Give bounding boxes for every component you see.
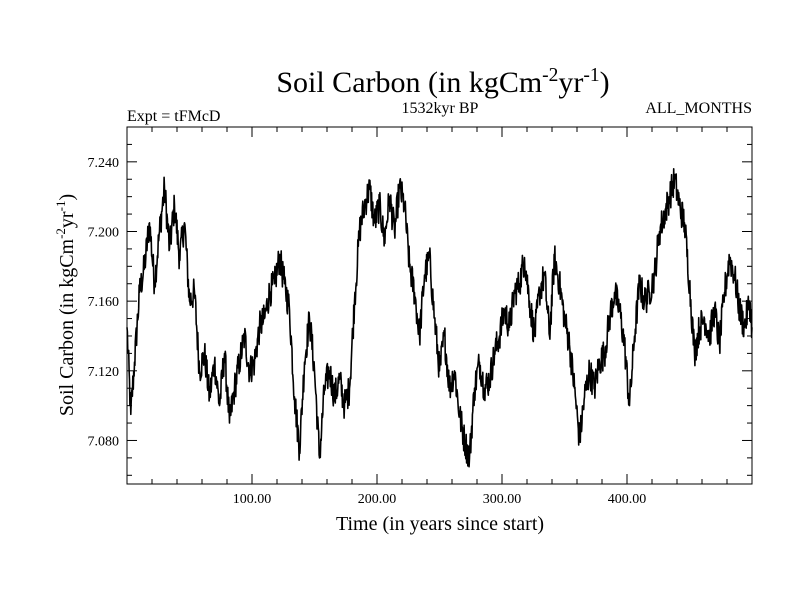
period-label: 1532kyr BP (402, 100, 479, 117)
y-axis-label-close: ) (56, 194, 78, 201)
chart-title-sup-1: -2 (542, 65, 558, 86)
y-tick-label: 7.120 (88, 365, 120, 380)
ticks-layer: 100.00 200.00 300.00 400.00 7.080 7.120 7.160 7… (88, 126, 752, 507)
chart-title-main: Soil Carbon (in kgCm (276, 66, 542, 99)
chart-title-sup-2: -1 (583, 65, 599, 86)
y-axis-label: Soil Carbon (in kgCm-2yr-1) (53, 194, 78, 416)
experiment-label: Expt = tFMcD (127, 108, 220, 125)
x-tick-label: 100.00 (233, 492, 272, 507)
plot-frame (126, 126, 753, 485)
x-tick-label: 200.00 (358, 492, 397, 507)
y-tick-label: 7.200 (88, 225, 120, 240)
y-tick-label: 7.160 (88, 295, 120, 310)
y-axis-label-main: Soil Carbon (in kgCm (56, 238, 78, 416)
series-line (126, 168, 753, 468)
chart-title-unit: yr (558, 66, 583, 99)
chart-title: Soil Carbon (in kgCm-2yr-1) (276, 65, 609, 99)
plot-area: 100.00 200.00 300.00 400.00 7.080 7.120 7.160 7… (88, 126, 753, 507)
chart-title-close: ) (600, 66, 610, 99)
x-axis-label: Time (in years since start) (336, 513, 544, 535)
y-tick-label: 7.080 (88, 434, 120, 449)
months-label: ALL_MONTHS (645, 100, 752, 117)
x-tick-label: 300.00 (483, 492, 522, 507)
x-tick-label: 400.00 (608, 492, 647, 507)
y-axis-label-unit: yr (56, 211, 78, 228)
y-axis-label-sup-2: -1 (53, 201, 68, 212)
y-axis-label-sup-1: -2 (53, 228, 68, 239)
y-tick-label: 7.240 (88, 156, 120, 171)
